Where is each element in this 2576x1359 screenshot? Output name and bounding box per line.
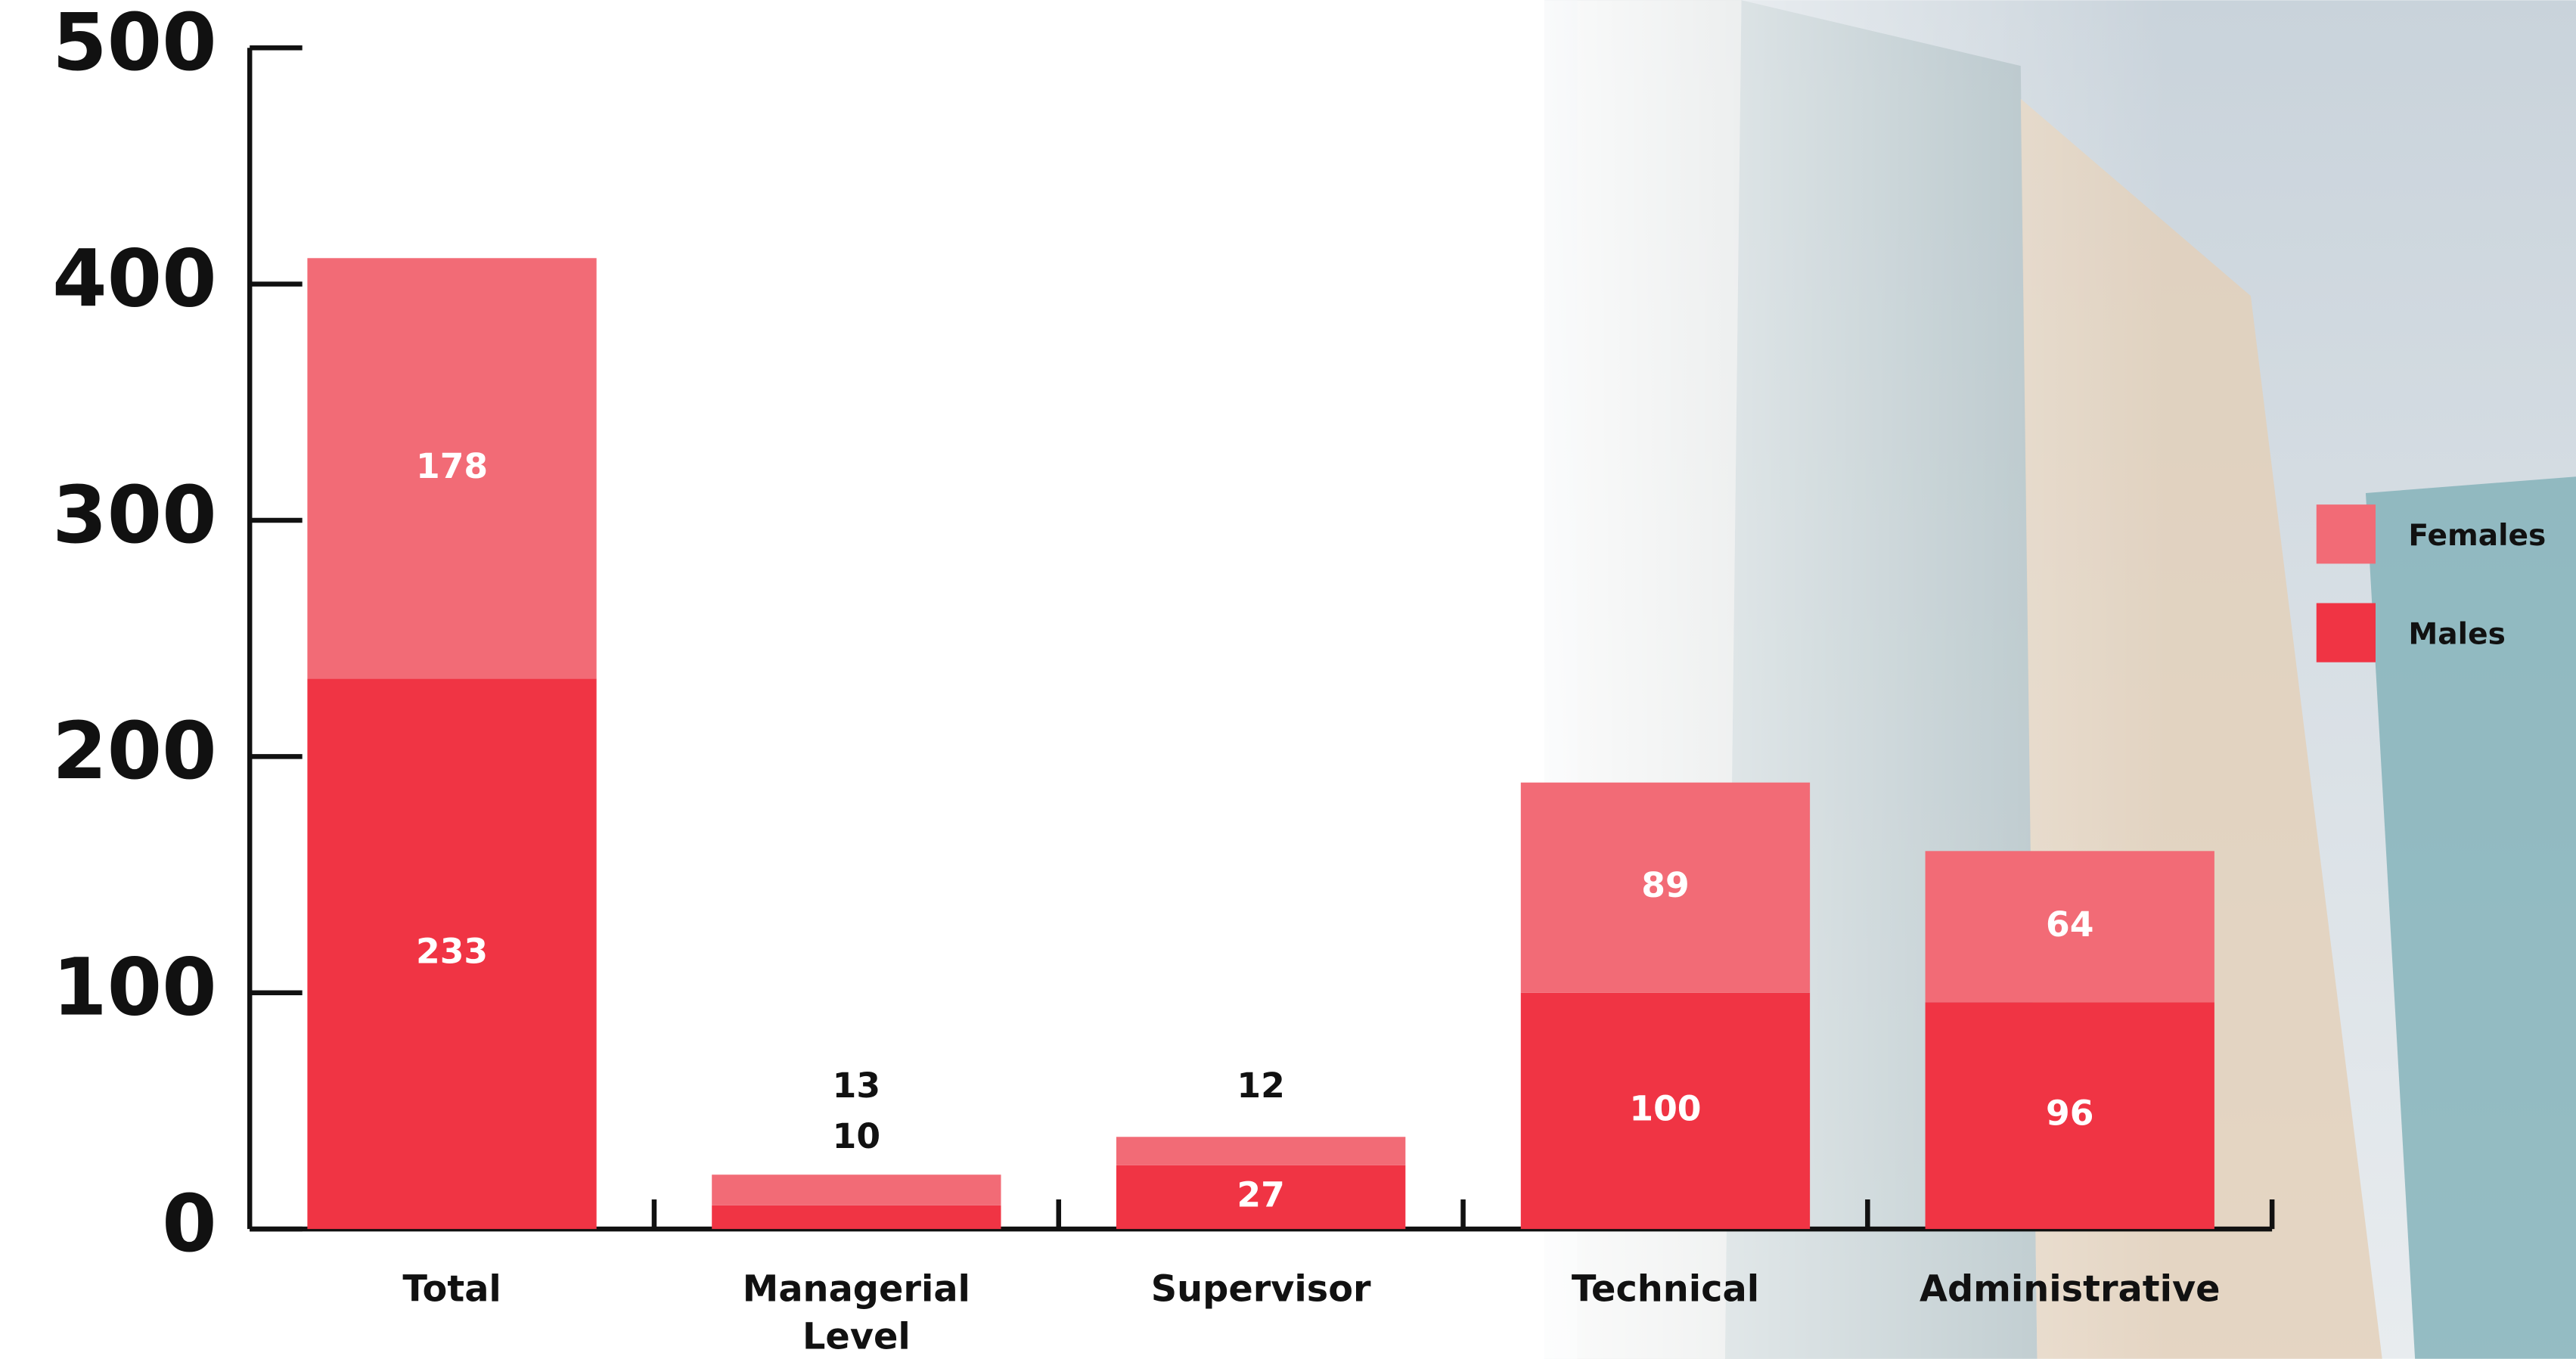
- y-tick-label: 100: [52, 942, 217, 1034]
- y-tick-label: 300: [52, 469, 217, 561]
- bar-segment: [1116, 1165, 1406, 1230]
- x-tick-label: Supervisor: [1151, 1269, 1371, 1311]
- value-label: 96: [2046, 1094, 2093, 1134]
- y-tick-label: 400: [52, 232, 217, 324]
- x-tick-label: Technical: [1572, 1269, 1759, 1311]
- bar-segment: [1520, 992, 1811, 1230]
- x-tick-label: Total: [402, 1269, 501, 1311]
- legend-swatch: [2316, 504, 2376, 564]
- bar-segment: [307, 678, 597, 1230]
- bar-segment: [1925, 1002, 2214, 1230]
- legend-label: Females: [2408, 519, 2546, 553]
- value-label: 89: [1641, 865, 1689, 905]
- value-label: 233: [416, 932, 488, 972]
- value-label: 13: [833, 1066, 880, 1106]
- value-label: 12: [1237, 1066, 1284, 1106]
- bar-segment: [307, 258, 597, 679]
- value-label: 27: [1237, 1174, 1284, 1215]
- y-tick-label: 500: [52, 0, 217, 88]
- bar-segment: [712, 1174, 1001, 1205]
- legend-label: Males: [2408, 617, 2505, 651]
- value-label: 100: [1629, 1088, 1701, 1128]
- x-tick-label: Administrative: [1920, 1269, 2220, 1311]
- value-label: 178: [416, 446, 488, 486]
- bar-segment: [1925, 851, 2214, 1003]
- plot-area: 0 100 200 300 400 500 Total 233 178 Managerial Lev…: [52, 0, 2546, 1358]
- bar-segment: [1520, 782, 1811, 993]
- x-tick-label: Managerial Level: [743, 1269, 970, 1358]
- bar-segment: [712, 1205, 1001, 1230]
- y-tick-label: 0: [162, 1177, 217, 1270]
- value-label: 10: [833, 1116, 880, 1156]
- legend-swatch: [2316, 603, 2376, 662]
- value-label: 64: [2046, 904, 2093, 945]
- bar-segment: [1116, 1137, 1406, 1165]
- y-tick-label: 200: [52, 705, 217, 797]
